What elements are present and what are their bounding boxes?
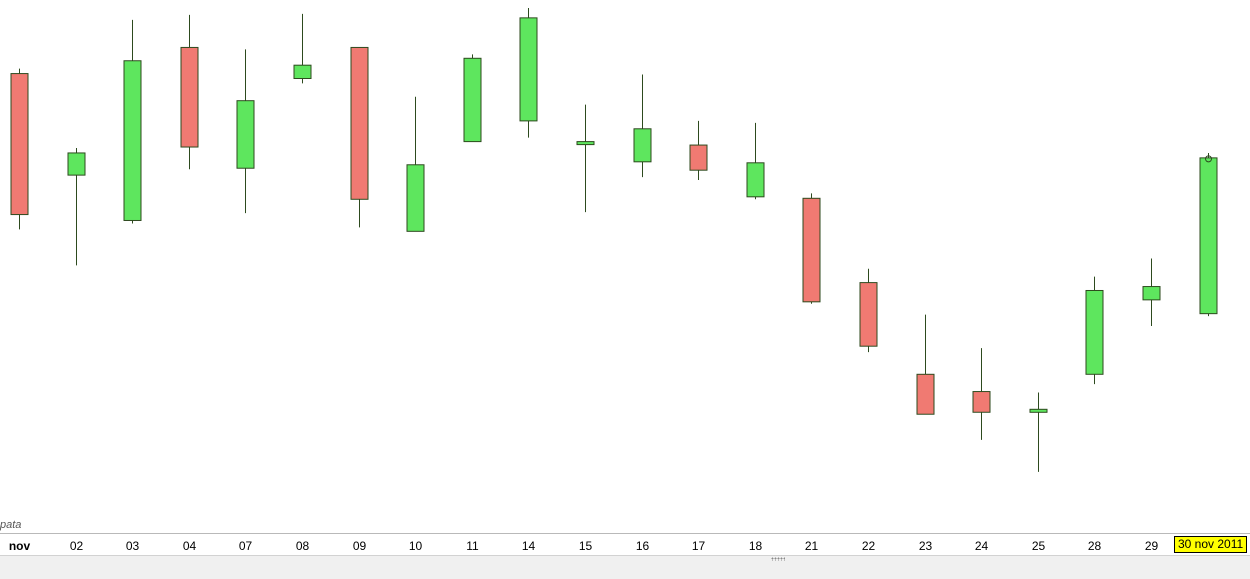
x-tick-label: 02: [69, 539, 84, 553]
candle-body-up: [123, 60, 142, 221]
x-tick-label: 07: [238, 539, 253, 553]
x-tick-label: 04: [182, 539, 197, 553]
candle-body-down: [180, 46, 199, 148]
candle-22: [859, 268, 878, 353]
candle-30-nov-2011: [1199, 152, 1218, 317]
candle-08: [293, 13, 312, 84]
x-tick-label: 03: [125, 539, 140, 553]
x-tick-label: 10: [408, 539, 423, 553]
watermark-text: pata: [0, 519, 22, 531]
x-tick-label: 18: [748, 539, 763, 553]
candle-body-up: [463, 57, 482, 143]
x-tick-label: 23: [918, 539, 933, 553]
current-date-label: 30 nov 2011: [1174, 536, 1248, 553]
candle-body-down: [10, 73, 29, 216]
candle-body-down: [972, 391, 991, 413]
candle-body-down: [802, 197, 821, 303]
candle-body-down: [859, 282, 878, 347]
candle-02: [67, 148, 86, 266]
candle-body-up: [293, 64, 312, 79]
x-tick-label: 29: [1144, 539, 1159, 553]
candle-17: [689, 120, 708, 181]
x-tick-label: 11: [466, 539, 479, 553]
x-tick-label: 15: [578, 539, 593, 553]
candle-body-up: [576, 141, 595, 146]
x-tick-label: 21: [804, 539, 819, 553]
candle-15: [576, 104, 595, 213]
x-tick-label: 09: [352, 539, 367, 553]
candle-body-down: [689, 144, 708, 171]
candle-nov: [10, 68, 29, 230]
candle-14: [519, 8, 538, 138]
candle-28: [1085, 276, 1104, 385]
candle-body-up: [519, 17, 538, 122]
candle-body-down: [350, 46, 369, 200]
chart-plot-area: [10, 8, 1218, 472]
candle-23: [916, 314, 935, 415]
candle-body-up: [67, 152, 86, 176]
candle-body-up: [1029, 408, 1048, 413]
candle-body-down: [916, 373, 935, 415]
candle-03: [123, 19, 142, 224]
candle-body-up: [236, 100, 255, 169]
candle-11: [463, 54, 482, 143]
candle-09: [350, 46, 369, 228]
x-tick-label: 25: [1031, 539, 1046, 553]
resize-grip-icon[interactable]: [771, 557, 785, 561]
x-tick-label: 22: [861, 539, 876, 553]
last-price-marker-icon: [1205, 155, 1212, 163]
candle-24: [972, 348, 991, 440]
resize-strip[interactable]: [0, 555, 1250, 579]
x-tick-label: 24: [974, 539, 989, 553]
candle-21: [802, 193, 821, 304]
candle-16: [633, 74, 652, 178]
candle-body-up: [1085, 289, 1104, 375]
candle-body-up: [1199, 157, 1218, 315]
candle-body-up: [406, 164, 425, 232]
candle-body-up: [633, 128, 652, 163]
candle-10: [406, 96, 425, 232]
x-axis: 30 nov 2011 nov 02 03 04 07 08 09 10 11 14 15 16 17 1…: [0, 533, 1250, 556]
x-tick-label: 08: [295, 539, 310, 553]
x-tick-label: 28: [1087, 539, 1102, 553]
x-tick-label: nov: [8, 539, 31, 553]
candle-18: [746, 122, 765, 200]
candle-29: [1142, 258, 1161, 326]
candle-body-up: [746, 162, 765, 198]
x-tick-label: 14: [521, 539, 536, 553]
candle-04: [180, 14, 199, 170]
x-tick-label: 16: [635, 539, 650, 553]
candle-body-up: [1142, 286, 1161, 301]
candle-07: [236, 49, 255, 214]
candle-25: [1029, 392, 1048, 472]
x-tick-label: 17: [691, 539, 706, 553]
